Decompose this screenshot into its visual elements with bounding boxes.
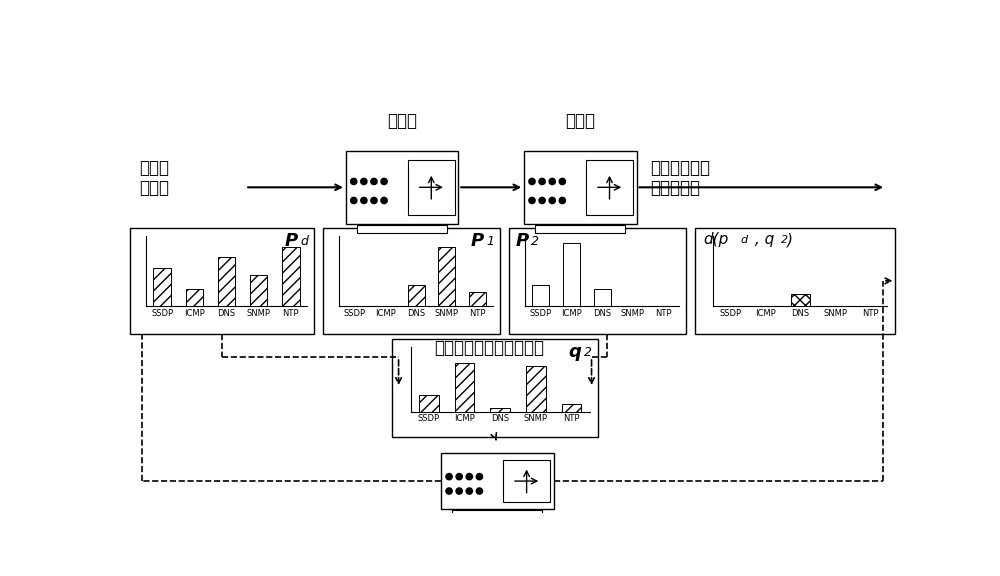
Bar [594, 289, 611, 306]
Bar [526, 366, 546, 412]
Circle shape [539, 179, 545, 184]
Bar [153, 268, 171, 306]
Text: P: P [471, 232, 484, 251]
Text: 2: 2 [781, 236, 788, 245]
Text: q: q [568, 343, 581, 361]
Text: NTP: NTP [282, 309, 299, 318]
Bar [563, 243, 580, 306]
Bar [419, 395, 439, 412]
Circle shape [446, 473, 452, 480]
Text: DNS: DNS [407, 309, 425, 318]
Text: P: P [285, 232, 298, 251]
Text: SSDP: SSDP [720, 309, 742, 318]
Text: NTP: NTP [469, 309, 486, 318]
Bar [469, 293, 486, 306]
Bar [130, 228, 314, 334]
Text: 1: 1 [486, 236, 494, 248]
Text: ICMP: ICMP [561, 309, 582, 318]
Text: 2: 2 [584, 346, 592, 359]
Bar [408, 285, 425, 306]
Text: ): ) [787, 232, 793, 247]
Text: NTP: NTP [655, 309, 672, 318]
Bar [250, 275, 267, 306]
Circle shape [381, 179, 387, 184]
Text: SNMP: SNMP [823, 309, 847, 318]
Circle shape [559, 198, 565, 203]
Text: SSDP: SSDP [418, 414, 440, 423]
Circle shape [381, 198, 387, 203]
Bar [392, 339, 598, 437]
Bar [586, 160, 633, 215]
Text: SNMP: SNMP [621, 309, 645, 318]
Bar [282, 247, 300, 306]
Text: DNS: DNS [593, 309, 611, 318]
Bar [503, 460, 550, 502]
Circle shape [476, 488, 483, 494]
Text: , q: , q [750, 232, 774, 247]
Text: 2: 2 [531, 236, 539, 248]
Bar [357, 225, 447, 233]
Circle shape [361, 198, 367, 203]
Text: P: P [516, 232, 529, 251]
Circle shape [456, 488, 462, 494]
Text: SNMP: SNMP [247, 309, 271, 318]
Text: SSDP: SSDP [530, 309, 552, 318]
Text: ICMP: ICMP [184, 309, 205, 318]
Bar [562, 404, 581, 412]
Text: d: d [740, 236, 747, 245]
Circle shape [476, 473, 483, 480]
Text: SSDP: SSDP [344, 309, 366, 318]
Text: ICMP: ICMP [755, 309, 776, 318]
Circle shape [559, 179, 565, 184]
Circle shape [371, 198, 377, 203]
Text: ICMP: ICMP [375, 309, 396, 318]
Text: DNS: DNS [491, 414, 509, 423]
Circle shape [539, 198, 545, 203]
Bar [186, 289, 203, 306]
Circle shape [446, 488, 452, 494]
Bar [408, 160, 455, 215]
Text: 结合两跳的恶
意流量分布: 结合两跳的恶 意流量分布 [650, 158, 710, 198]
Bar [346, 151, 458, 224]
Bar [323, 228, 500, 334]
Circle shape [456, 473, 462, 480]
Bar [490, 408, 510, 412]
Circle shape [549, 179, 555, 184]
Text: 结合两跳的合法流量分布: 结合两跳的合法流量分布 [434, 339, 544, 357]
Bar [218, 257, 235, 306]
Text: d: d [300, 236, 308, 248]
Circle shape [361, 179, 367, 184]
Text: 恶意流
量分布: 恶意流 量分布 [139, 158, 169, 198]
Circle shape [371, 179, 377, 184]
Bar [438, 247, 455, 306]
Bar [509, 228, 686, 334]
Bar [532, 285, 549, 306]
Text: 第一跳: 第一跳 [387, 112, 417, 131]
Bar [791, 294, 810, 306]
Bar [535, 225, 625, 233]
Circle shape [529, 198, 535, 203]
Text: SNMP: SNMP [435, 309, 459, 318]
Text: ICMP: ICMP [454, 414, 475, 423]
Circle shape [351, 179, 357, 184]
Text: NTP: NTP [862, 309, 878, 318]
Text: 第二跳: 第二跳 [565, 112, 595, 131]
Bar [441, 453, 554, 509]
Text: DNS: DNS [791, 309, 809, 318]
Circle shape [466, 488, 472, 494]
Text: NTP: NTP [563, 414, 580, 423]
Circle shape [466, 473, 472, 480]
Text: d(p: d(p [703, 232, 728, 247]
Circle shape [351, 198, 357, 203]
Circle shape [529, 179, 535, 184]
Text: DNS: DNS [217, 309, 236, 318]
Bar [455, 363, 474, 412]
Bar [524, 151, 637, 224]
Text: SSDP: SSDP [151, 309, 173, 318]
Circle shape [549, 198, 555, 203]
Bar [452, 510, 542, 516]
Bar [695, 228, 895, 334]
Text: SNMP: SNMP [524, 414, 548, 423]
